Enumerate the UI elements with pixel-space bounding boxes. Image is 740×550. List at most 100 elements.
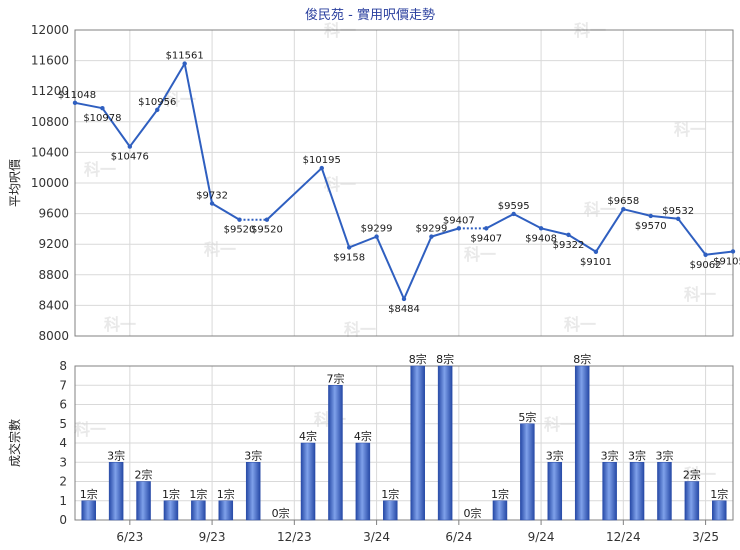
- volume-tick-label: 1: [59, 494, 67, 508]
- watermark-text: 科一: [324, 175, 356, 194]
- price-tick-label: 9200: [38, 237, 69, 251]
- volume-bar: [520, 423, 535, 521]
- price-line-segment: [101, 107, 131, 148]
- price-point: [72, 100, 78, 106]
- watermark-text: 科一: [674, 120, 706, 139]
- price-data-label: $9299: [361, 224, 393, 235]
- volume-tick-label: 3: [59, 455, 67, 469]
- volume-bar-label: 8宗: [436, 352, 454, 366]
- price-data-label: $9299: [416, 224, 448, 235]
- price-line-segment: [348, 235, 377, 249]
- x-tick-label: 12/23: [277, 530, 312, 544]
- price-point: [538, 226, 544, 231]
- watermark-text: 科一: [344, 320, 376, 339]
- volume-tick-label: 7: [59, 378, 67, 392]
- volume-bar-label: 3宗: [601, 448, 619, 462]
- price-line-segment: [650, 214, 679, 220]
- price-data-label: $9101: [580, 257, 612, 268]
- price-point: [155, 107, 160, 113]
- volume-tick-label: 8: [59, 359, 67, 373]
- price-line-segment: [677, 218, 707, 256]
- volume-bar: [355, 442, 371, 521]
- grid-layer: [74, 29, 734, 525]
- volume-bar: [437, 365, 453, 521]
- price-line-segment: [705, 250, 734, 256]
- price-y-axis-label: 平均呎價: [8, 159, 22, 207]
- price-line-segment: [375, 236, 405, 300]
- price-point: [703, 252, 708, 257]
- watermark-text: 科一: [464, 245, 496, 264]
- volume-bar-label: 3宗: [107, 448, 125, 462]
- watermark-text: 科一: [684, 285, 716, 304]
- price-data-label: $9158: [333, 252, 365, 263]
- volume-bar-label: 3宗: [244, 448, 262, 462]
- volume-bar: [629, 462, 645, 521]
- volume-bar: [136, 481, 151, 521]
- price-line-segment: [403, 236, 433, 300]
- watermark-text: 科一: [684, 465, 716, 484]
- chart-title: 俊民苑 - 實用呎價走勢: [305, 8, 435, 23]
- watermark-text: 科一: [564, 315, 596, 334]
- price-point: [401, 296, 407, 302]
- price-point: [346, 245, 352, 250]
- price-line-segment: [129, 109, 159, 148]
- price-data-label: $9407: [470, 233, 502, 244]
- volume-tick-label: 5: [59, 417, 67, 431]
- volume-bar-label: 3宗: [655, 448, 673, 462]
- price-point: [593, 249, 599, 254]
- price-data-label: $9322: [553, 240, 585, 251]
- price-data-label: $8484: [388, 304, 420, 315]
- volume-tick-label: 2: [59, 475, 67, 489]
- x-tick-label: 6/23: [116, 530, 143, 544]
- price-tick-label: 10400: [31, 145, 69, 159]
- price-tick-label: 10000: [31, 176, 69, 190]
- price-point: [100, 105, 105, 111]
- volume-bar: [602, 462, 617, 521]
- volume-bar-label: 1宗: [491, 487, 509, 501]
- price-point: [675, 216, 681, 222]
- x-tick-label: 9/24: [528, 530, 555, 544]
- price-data-label: $11561: [166, 51, 204, 62]
- volume-bar: [328, 385, 343, 521]
- price-tick-label: 11600: [31, 54, 69, 68]
- watermark-text: 科一: [164, 90, 196, 109]
- watermark-layer: 科一科一科一科一科一科一科一科一科一科一科一科一科一科一科一科一科一: [74, 21, 716, 484]
- price-data-label: $9532: [662, 206, 694, 217]
- volume-bar-label: 3宗: [628, 448, 646, 462]
- price-line-segment: [485, 213, 515, 230]
- price-data-label: $9408: [525, 233, 557, 244]
- price-data-label: $9732: [196, 191, 228, 202]
- volume-bar: [163, 500, 179, 521]
- volume-bar-label: 4宗: [299, 429, 317, 443]
- volume-bar: [547, 462, 563, 521]
- volume-bar-label: 1宗: [162, 487, 180, 501]
- price-tick-label: 12000: [31, 23, 69, 37]
- x-tick-label: 3/25: [692, 530, 719, 544]
- price-data-label: $9407: [443, 215, 475, 226]
- price-data-label: $9105: [713, 256, 740, 267]
- volume-bar: [657, 462, 672, 521]
- volume-bar-label: 2宗: [135, 468, 153, 482]
- x-tick-label: 9/23: [199, 530, 226, 544]
- price-line-segment: [183, 63, 214, 204]
- volume-bar: [108, 462, 124, 521]
- x-tick-label: 12/24: [606, 530, 641, 544]
- price-point: [429, 234, 434, 239]
- volume-bar: [383, 500, 398, 521]
- price-data-label: $9520: [251, 225, 283, 236]
- volume-bar: [492, 500, 508, 521]
- watermark-text: 科一: [84, 160, 116, 179]
- price-data-label: $10476: [111, 152, 149, 163]
- price-point: [648, 213, 653, 219]
- volume-bar: [245, 462, 261, 521]
- volume-bar: [300, 442, 316, 521]
- volume-bar-label: 3宗: [546, 448, 564, 462]
- price-line-segment: [266, 167, 323, 221]
- volume-bar-label: 5宗: [518, 410, 536, 424]
- volume-bar-label: 2宗: [683, 468, 701, 482]
- price-line-segment: [320, 167, 351, 248]
- price-tick-label: 8800: [38, 268, 69, 282]
- price-point: [237, 217, 242, 222]
- price-data-label: $9595: [498, 201, 530, 212]
